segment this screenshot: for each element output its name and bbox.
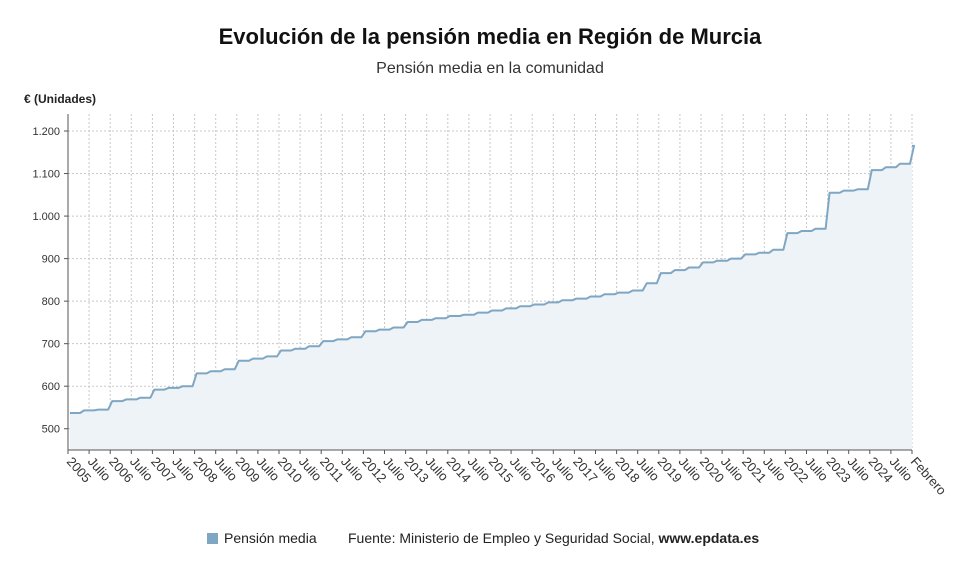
y-tick-label: 800 <box>42 296 60 308</box>
area-layer <box>70 144 915 450</box>
y-tick-label: 900 <box>42 254 60 266</box>
y-tick-label: 700 <box>42 339 60 351</box>
source-note: Fuente: Ministerio de Empleo y Seguridad… <box>348 530 759 546</box>
legend-swatch <box>207 532 218 544</box>
source-prefix: Fuente: Ministerio de Empleo y Seguridad… <box>348 530 659 546</box>
series-line <box>70 144 915 414</box>
y-tick-label: 1.000 <box>32 211 60 223</box>
chart-title: Evolución de la pensión media en Región … <box>218 24 762 49</box>
y-axis-label: € (Unidades) <box>24 92 97 106</box>
y-tick-label: 1.100 <box>32 169 60 181</box>
series-area <box>70 145 914 450</box>
x-tick-labels: 2005Julio2006Julio2007Julio2008Julio2009… <box>64 450 950 498</box>
legend-label: Pensión media <box>224 530 317 546</box>
y-tick-label: 1.200 <box>32 126 60 138</box>
chart-subtitle: Pensión media en la comunidad <box>376 60 604 77</box>
y-tick-labels: 500 600 700 800 900 1.000 1.100 1.200 <box>32 126 68 436</box>
source-site: www.epdata.es <box>658 530 760 546</box>
y-tick-label: 600 <box>42 381 60 393</box>
y-tick-label: 500 <box>42 424 60 436</box>
legend: Pensión media <box>207 530 317 546</box>
x-tick-label: Febrero <box>908 454 950 498</box>
